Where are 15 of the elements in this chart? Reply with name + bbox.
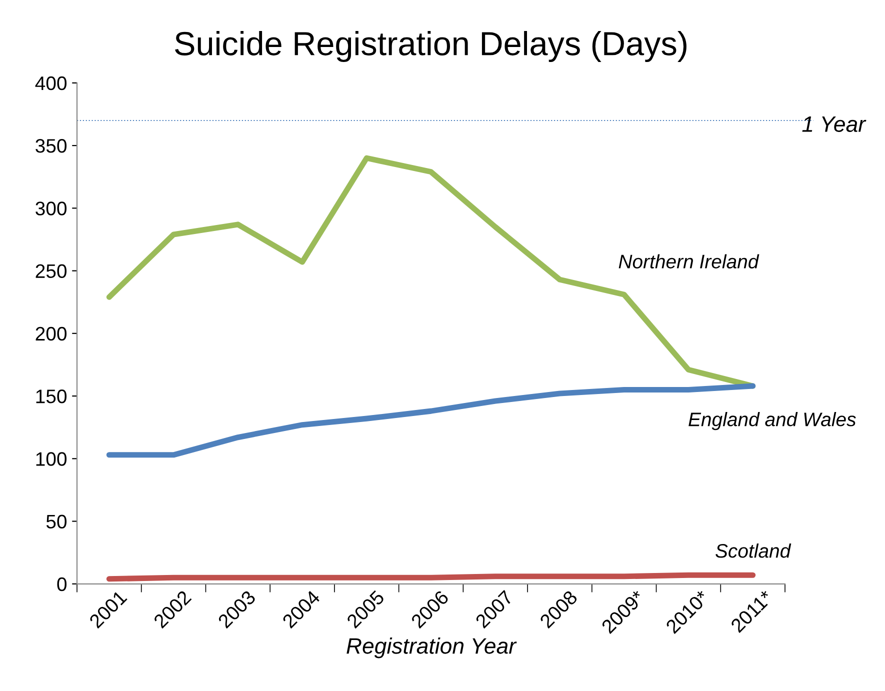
- x-axis-title: Registration Year: [346, 638, 517, 658]
- y-tick-label: 100: [36, 452, 67, 466]
- series-label: England and Wales: [688, 412, 856, 430]
- series-label: Scotland: [716, 544, 792, 558]
- y-tick-label: 0: [57, 577, 67, 592]
- chart-title: Suicide Registration Delays (Days): [175, 30, 686, 62]
- y-tick-label: 350: [36, 139, 67, 153]
- ref-line-label: 1 Year: [802, 116, 866, 132]
- y-tick-label: 200: [36, 326, 67, 341]
- y-tick-label: 300: [36, 202, 67, 216]
- y-tick-label: 400: [35, 76, 67, 90]
- y-tick-label: 250: [36, 264, 67, 278]
- y-tick-label: 50: [46, 514, 67, 529]
- y-tick-label: 150: [36, 389, 67, 404]
- series-label: Northern Ireland: [618, 254, 760, 268]
